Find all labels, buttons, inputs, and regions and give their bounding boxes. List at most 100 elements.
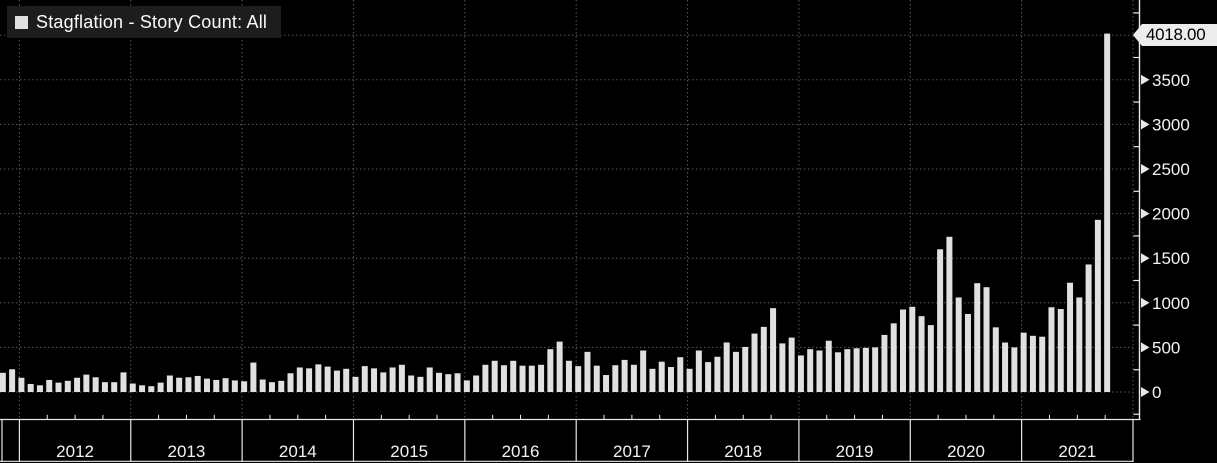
bar xyxy=(538,364,545,392)
bar xyxy=(445,374,452,392)
bar xyxy=(853,348,860,392)
bar xyxy=(584,351,591,392)
bar xyxy=(259,379,266,392)
x-year-label: 2019 xyxy=(836,442,874,461)
x-year-label: 2021 xyxy=(1058,442,1096,461)
bar xyxy=(92,377,99,392)
bar xyxy=(1039,336,1046,392)
bar xyxy=(862,347,869,392)
bar xyxy=(500,365,507,392)
legend-marker-icon xyxy=(15,15,28,29)
bar xyxy=(1067,282,1074,392)
bar xyxy=(194,375,201,392)
bar xyxy=(287,373,294,392)
bar xyxy=(705,362,712,392)
bar xyxy=(900,309,906,392)
bar xyxy=(1094,219,1101,392)
bar xyxy=(231,380,238,392)
y-tick-arrow-icon xyxy=(1141,253,1150,264)
bar xyxy=(1020,332,1027,392)
bar xyxy=(630,364,637,392)
y-tick-label: 0 xyxy=(1152,383,1161,402)
bar xyxy=(343,368,350,392)
last-value-callout: 4018.00 xyxy=(1133,24,1217,46)
bar xyxy=(640,350,647,392)
bar xyxy=(593,365,600,392)
bar xyxy=(101,382,108,392)
y-tick-arrow-icon xyxy=(1141,387,1150,397)
x-year-label: 2015 xyxy=(390,442,428,461)
bar xyxy=(463,380,470,392)
bar xyxy=(621,359,628,392)
bar xyxy=(510,360,517,392)
bar xyxy=(482,364,489,392)
bar xyxy=(770,308,777,392)
bar xyxy=(333,370,340,392)
bar xyxy=(1104,33,1111,393)
y-tick-label: 1000 xyxy=(1152,294,1190,313)
bar xyxy=(695,350,702,392)
bar xyxy=(417,376,424,392)
bar xyxy=(816,350,823,392)
y-tick-arrow-icon xyxy=(1141,297,1150,308)
bar xyxy=(9,369,16,392)
bar xyxy=(992,327,999,392)
bar xyxy=(751,333,758,392)
bar xyxy=(213,379,220,392)
bar xyxy=(296,367,303,392)
legend[interactable]: Stagflation - Story Count: All xyxy=(7,6,282,38)
bar xyxy=(668,367,674,392)
bar xyxy=(120,372,127,392)
bar xyxy=(556,341,563,392)
bar xyxy=(46,379,53,392)
bar xyxy=(111,382,118,392)
bar xyxy=(306,368,313,392)
bar xyxy=(176,377,183,392)
bar xyxy=(148,386,155,392)
y-tick-arrow-icon xyxy=(1141,164,1150,174)
x-year-label: 2020 xyxy=(947,442,985,461)
bar xyxy=(881,334,888,392)
bar xyxy=(185,377,192,392)
bar xyxy=(528,365,535,392)
bar xyxy=(250,362,257,392)
bar xyxy=(575,366,582,392)
bar xyxy=(732,351,739,392)
bar xyxy=(74,377,81,392)
bar xyxy=(918,316,925,392)
bar xyxy=(64,380,71,392)
bar xyxy=(937,249,944,392)
bar xyxy=(139,385,146,392)
bar xyxy=(909,306,916,392)
y-tick-arrow-icon xyxy=(1141,74,1150,85)
bar xyxy=(454,373,461,392)
bar xyxy=(788,337,795,392)
bar xyxy=(398,364,405,392)
bar xyxy=(389,367,396,392)
bar xyxy=(436,372,442,392)
y-tick-arrow-icon xyxy=(1141,119,1150,130)
bar xyxy=(686,368,693,392)
bar xyxy=(742,346,749,392)
x-year-label: 2012 xyxy=(56,442,94,461)
bar xyxy=(872,347,879,392)
bar xyxy=(779,343,786,392)
bar xyxy=(371,368,378,392)
bar xyxy=(268,382,275,392)
bar xyxy=(204,378,210,392)
y-tick-arrow-icon xyxy=(1141,208,1150,219)
bar xyxy=(1029,335,1036,392)
bar xyxy=(835,352,842,392)
bar xyxy=(473,375,480,392)
y-tick-label: 3500 xyxy=(1152,71,1190,90)
bar xyxy=(426,367,433,392)
y-tick-label: 500 xyxy=(1152,338,1180,357)
bar xyxy=(1085,264,1092,392)
bar xyxy=(955,297,962,392)
bar xyxy=(27,383,34,392)
bar xyxy=(491,360,498,392)
x-year-label: 2016 xyxy=(502,442,540,461)
bar xyxy=(844,349,851,392)
